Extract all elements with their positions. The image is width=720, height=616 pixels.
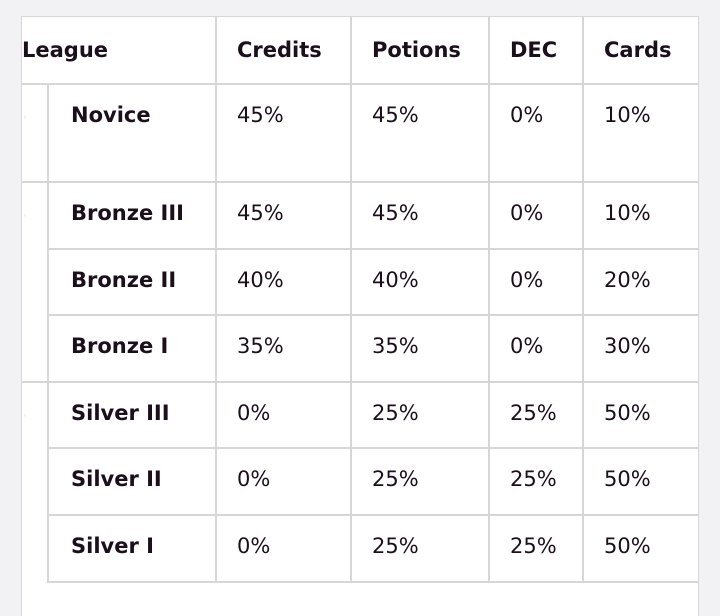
league-name: Bronze II (47, 249, 216, 316)
credits-value: 45% (215, 182, 351, 250)
potions-value: 40% (350, 249, 489, 316)
dec-value: 25% (488, 515, 583, 583)
group-spacer (22, 249, 48, 315)
group-bullet: ◦ (22, 382, 48, 448)
dec-value: 0% (488, 315, 583, 383)
group-spacer (22, 448, 48, 515)
header-row: League Credits Potions DEC Cards (22, 17, 699, 85)
dec-value: 0% (488, 84, 583, 183)
table-row: ◦ Bronze III 45% 45% 0% 10% (22, 182, 699, 250)
dec-value: 0% (488, 249, 583, 316)
group-spacer (22, 515, 48, 582)
league-name: Bronze III (47, 182, 216, 250)
potions-value: 35% (350, 315, 489, 383)
cards-value: 50% (582, 448, 699, 516)
group-bullet: ◦ (22, 84, 48, 183)
league-name: Silver III (47, 382, 216, 449)
cards-value: 50% (582, 382, 699, 449)
potions-value: 45% (350, 182, 489, 250)
potions-value: 25% (350, 515, 489, 583)
credits-value: 40% (215, 249, 351, 316)
header-league: League (22, 17, 216, 85)
header-dec: DEC (488, 17, 583, 85)
cards-value: 20% (582, 249, 699, 316)
cards-value: 10% (582, 84, 699, 183)
potions-value: 25% (350, 382, 489, 449)
league-name: Novice (47, 84, 216, 183)
table-row: Bronze II 40% 40% 0% 20% (22, 249, 699, 316)
credits-value: 0% (215, 448, 351, 516)
table-row: Silver I 0% 25% 25% 50% (22, 515, 699, 583)
table-row: ◦ Novice 45% 45% 0% 10% (22, 84, 699, 183)
table-row: Silver II 0% 25% 25% 50% (22, 448, 699, 516)
cards-value: 50% (582, 515, 699, 583)
header-credits: Credits (215, 17, 351, 85)
group-spacer (22, 315, 48, 383)
potions-value: 45% (350, 84, 489, 183)
table-row: ◦ Silver III 0% 25% 25% 50% (22, 382, 699, 449)
league-name: Silver II (47, 448, 216, 516)
header-potions: Potions (350, 17, 489, 85)
credits-value: 45% (215, 84, 351, 183)
bullet-icon: ◦ (23, 212, 28, 220)
league-rewards-table: League Credits Potions DEC Cards ◦ Novic… (22, 17, 699, 583)
credits-value: 0% (215, 515, 351, 583)
credits-value: 0% (215, 382, 351, 449)
dec-value: 25% (488, 382, 583, 449)
credits-value: 35% (215, 315, 351, 383)
dec-value: 25% (488, 448, 583, 516)
bullet-icon: ◦ (23, 412, 28, 420)
league-name: Bronze I (47, 315, 216, 383)
bullet-icon: ◦ (23, 114, 28, 122)
header-cards: Cards (582, 17, 699, 85)
group-bullet: ◦ (22, 182, 48, 249)
dec-value: 0% (488, 182, 583, 250)
table-row: Bronze I 35% 35% 0% 30% (22, 315, 699, 383)
league-name: Silver I (47, 515, 216, 583)
potions-value: 25% (350, 448, 489, 516)
cards-value: 30% (582, 315, 699, 383)
cards-value: 10% (582, 182, 699, 250)
content-card: League Credits Potions DEC Cards ◦ Novic… (21, 16, 699, 616)
